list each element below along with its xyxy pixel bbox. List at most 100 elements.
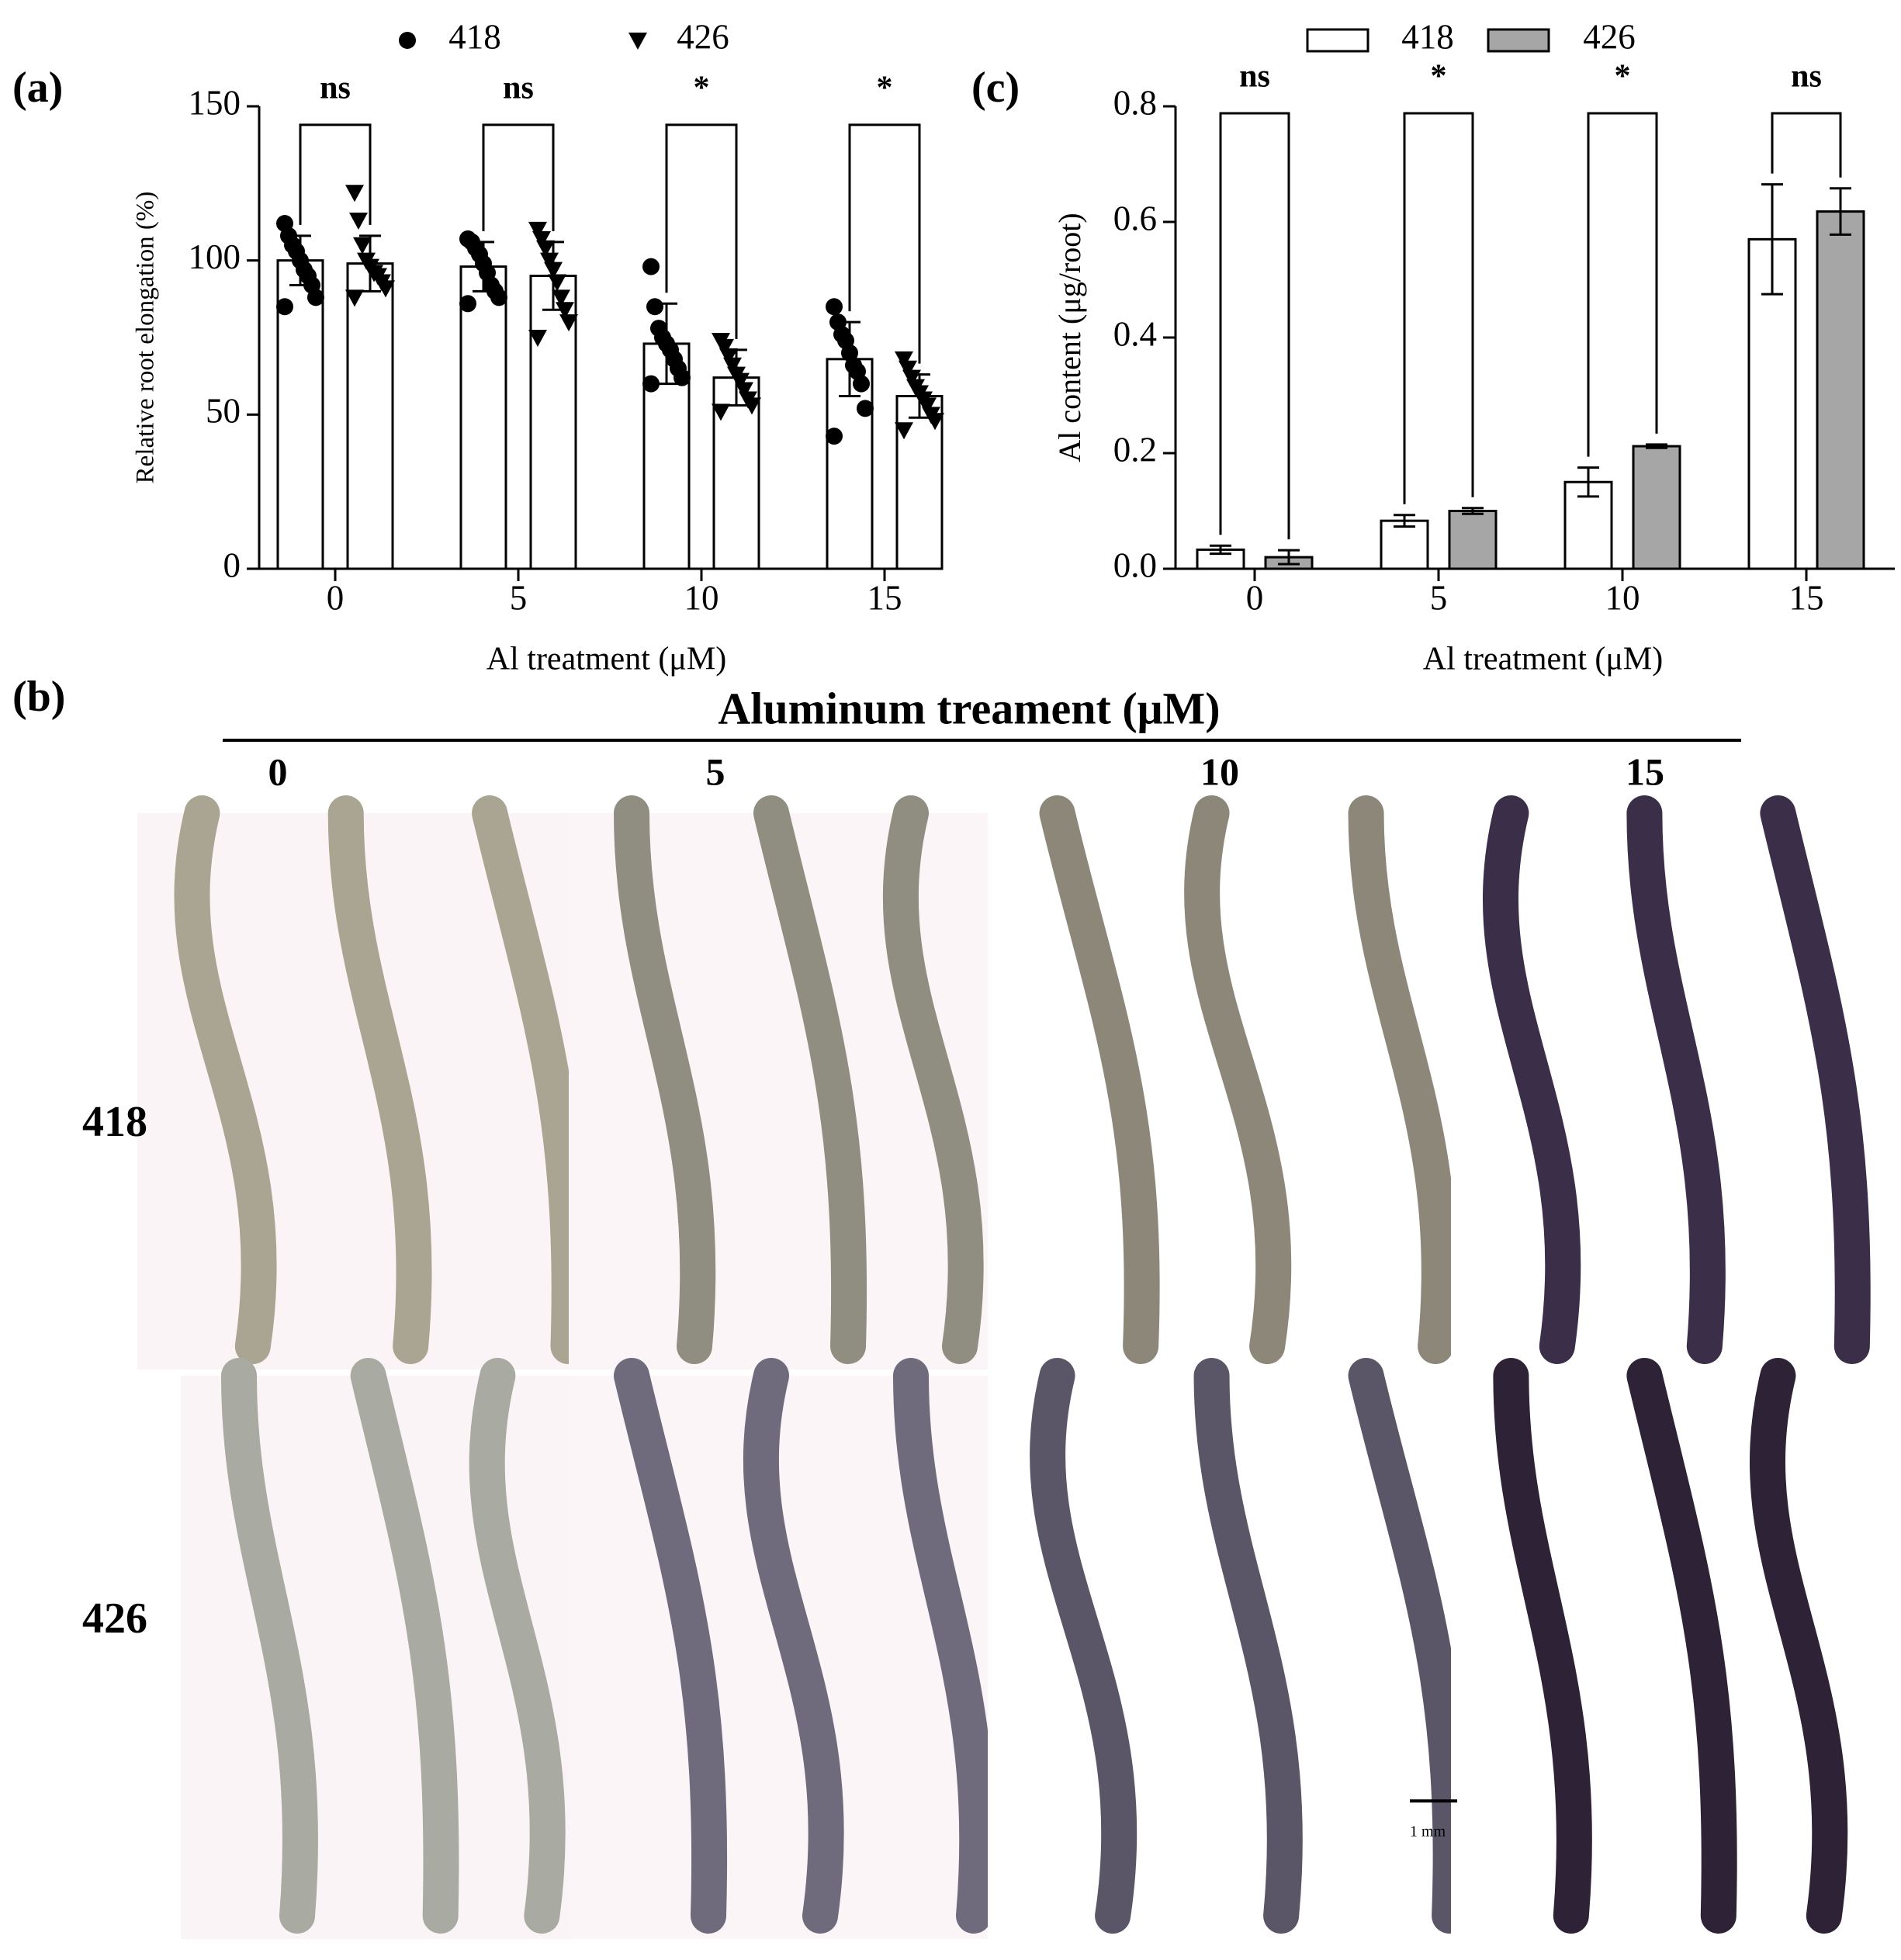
y-tick-label: 50 [206,392,241,431]
error-bar [1646,443,1667,449]
root [614,795,716,1364]
significance-label: * [1431,59,1447,95]
column-label: 0 [268,750,288,793]
scale-bar-label: 1 mm [1410,1823,1446,1841]
legend-label: 426 [1583,17,1636,56]
point [646,298,663,316]
error-bar [1394,514,1415,528]
root [1193,1358,1303,1934]
point [642,258,660,275]
root [893,1358,996,1934]
column-label: 10 [1200,750,1239,793]
row-label: 418 [82,1098,147,1146]
significance-label: ns [320,70,351,106]
point [345,185,364,203]
point [544,261,563,279]
photo-panel [137,795,1871,1939]
point [490,289,507,306]
point [528,330,547,347]
root [1348,1358,1469,1934]
root [1030,1358,1137,1934]
significance-bracket [482,123,555,231]
legend-marker [399,32,416,49]
point [715,338,734,356]
point [376,280,395,298]
y-tick-label: 100 [189,237,241,276]
significance-label: ns [503,70,534,106]
y-tick-label: 0.8 [1113,83,1157,122]
y-tick-label: 0.4 [1113,314,1157,353]
y-tick-label: 0.2 [1113,430,1157,469]
point [642,375,660,393]
error-bar [1462,507,1484,515]
point [902,369,921,387]
point [826,298,843,316]
significance-label: ns [1791,59,1822,95]
point [353,237,372,255]
point [536,240,555,258]
point [540,252,559,270]
bar [1632,445,1681,570]
error-bar [1577,466,1599,498]
point [712,403,730,421]
x-tick-label: 10 [1605,578,1640,617]
significance-bracket [299,123,372,225]
bar [1380,519,1429,570]
root [743,1358,844,1934]
legend-label: 418 [448,17,501,56]
point [899,360,917,378]
point [559,314,578,332]
x-tick-label: 0 [327,578,345,617]
significance-label: * [1615,59,1631,95]
root [1750,1358,1848,1934]
x-axis-title: Al treatment (μM) [1423,642,1663,677]
point [528,221,547,239]
bar [1816,210,1865,570]
point [459,295,476,313]
point [532,230,551,248]
x-tick-label: 15 [867,578,902,617]
root [174,795,277,1364]
point [735,382,753,400]
x-tick-label: 5 [510,578,528,617]
significance-bracket [665,123,738,339]
significance-bracket [1587,112,1658,457]
point [826,428,843,445]
y-tick-label: 0 [223,545,241,584]
panel-label: (a) [12,64,63,112]
significance-bracket [1771,112,1842,178]
point [857,400,874,417]
legend-label: 426 [677,17,729,56]
error-bar [1830,187,1851,236]
bar [1448,510,1498,570]
point [548,274,566,292]
point [853,375,870,393]
significance-label: * [877,70,893,106]
root [1184,795,1292,1364]
legend-swatch [1487,28,1550,53]
point [719,348,738,365]
y-tick-label: 0.0 [1113,545,1157,584]
legend-swatch [1306,28,1369,53]
error-bar [1278,549,1300,566]
root [1760,795,1871,1364]
significance-label: ns [1239,59,1270,95]
root [221,1358,319,1934]
root [1626,1358,1737,1934]
root [1039,795,1160,1364]
y-tick-label: 0.6 [1113,199,1157,237]
root [1348,795,1457,1364]
y-axis-title: Al content (μg/root) [1052,213,1087,462]
row-label: 426 [82,1595,147,1643]
root [1493,1358,1592,1934]
y-axis-title: Relative root elongation (%) [132,192,160,484]
significance-bracket [1403,112,1474,504]
root [1483,795,1581,1364]
point [345,289,364,307]
x-tick-label: 10 [684,578,719,617]
point [723,357,742,375]
point [895,422,913,440]
column-label: 15 [1626,750,1664,793]
point [895,351,913,369]
